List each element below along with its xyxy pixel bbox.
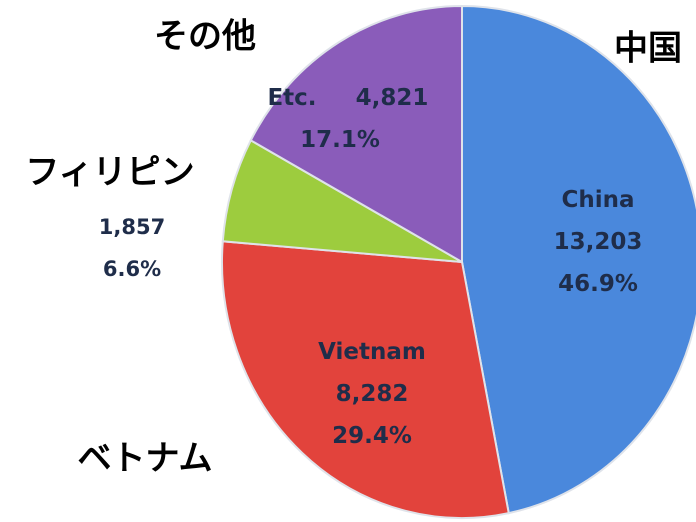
category-label: China	[561, 187, 634, 213]
value-label: 8,282	[336, 381, 409, 407]
percent-label: 29.4%	[332, 423, 412, 449]
slice-label: Vietnam 8,282 29.4%	[318, 339, 426, 449]
category-label: Vietnam	[318, 339, 426, 365]
percent-label: 6.6%	[103, 257, 161, 281]
value-label: 4,821	[356, 85, 429, 111]
jp-label: フィリピン	[25, 153, 194, 193]
value-label: 13,203	[554, 229, 643, 255]
jp-label: その他	[154, 17, 256, 57]
pie-slice	[221, 240, 510, 519]
slice-label: 1,857 6.6%	[99, 215, 165, 281]
slice-label: Etc. 4,821 17.1%	[267, 85, 428, 153]
percent-label: 46.9%	[558, 271, 638, 297]
category-label: Etc.	[267, 85, 316, 111]
slice-label: China 13,203 46.9%	[554, 187, 643, 297]
jp-label: 中国	[614, 29, 682, 69]
percent-label: 17.1%	[300, 127, 380, 153]
value-label: 1,857	[99, 215, 165, 239]
pie-slice	[461, 4, 696, 515]
jp-label: ベトナム	[78, 439, 213, 479]
pie-slice	[249, 4, 463, 264]
